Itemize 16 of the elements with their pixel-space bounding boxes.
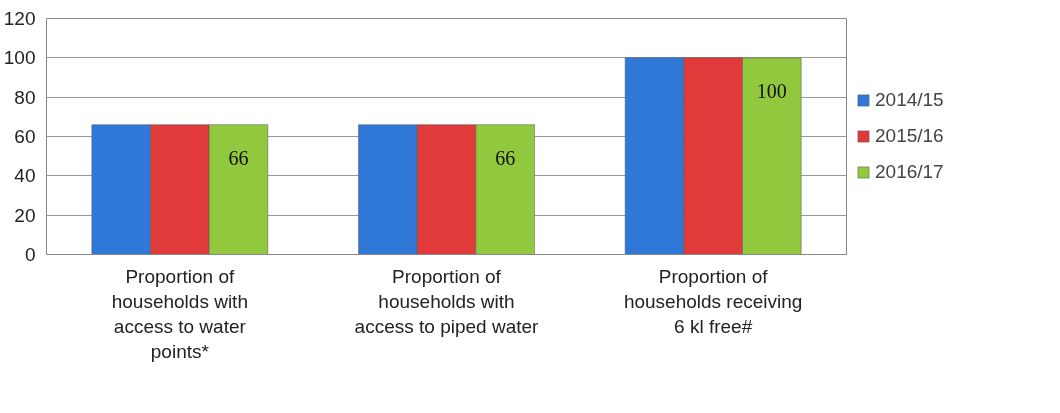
x-tick-label: Proportion of households with access to water points* bbox=[111, 265, 248, 363]
y-tick-label: 40 bbox=[14, 165, 36, 187]
y-tick-label: 60 bbox=[14, 126, 36, 147]
data-label: 100 bbox=[756, 79, 787, 102]
data-label: 66 bbox=[495, 146, 516, 169]
y-tick-label: 20 bbox=[14, 204, 36, 226]
y-tick-label: 0 bbox=[24, 244, 36, 265]
y-tick-label: 100 bbox=[3, 47, 36, 69]
x-tick-label: Proportion of households receiving 6 kl free# bbox=[623, 265, 803, 337]
legend-label: 2015/16 bbox=[875, 125, 944, 147]
y-tick-label: 80 bbox=[14, 86, 36, 108]
legend-label: 2016/17 bbox=[875, 161, 944, 183]
legend-label: 2014/15 bbox=[875, 89, 944, 111]
y-tick-label: 120 bbox=[3, 8, 36, 29]
x-tick-label: Proportion of households with access to piped water bbox=[354, 265, 540, 337]
data-label: 66 bbox=[228, 146, 249, 169]
